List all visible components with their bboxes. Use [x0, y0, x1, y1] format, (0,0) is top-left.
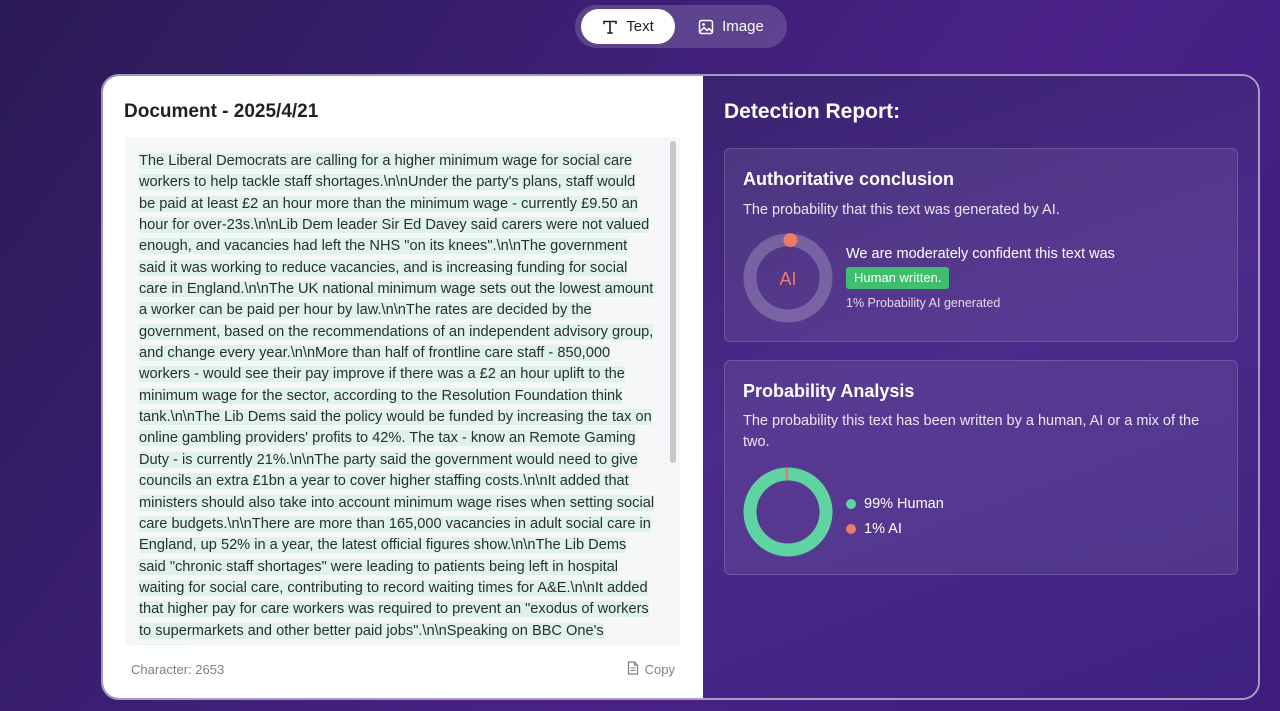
- document-text-area[interactable]: The Liberal Democrats are calling for a …: [125, 137, 680, 645]
- text-type-icon: [602, 19, 618, 35]
- document-title: Document - 2025/4/21: [124, 101, 319, 122]
- probability-legend: 99% Human 1% AI: [846, 491, 944, 541]
- legend-dot-ai: [846, 523, 856, 534]
- legend-label-ai: 1% AI: [864, 520, 902, 537]
- copy-icon: [627, 660, 639, 678]
- gauge-marker: [783, 233, 798, 248]
- conclusion-description: The probability that this text was gener…: [743, 202, 1060, 218]
- detection-card: Document - 2025/4/21 The Liberal Democra…: [101, 74, 1260, 700]
- legend-item-human: 99% Human: [846, 491, 944, 516]
- verdict-badge: Human written.: [846, 267, 950, 289]
- legend-dot-human: [846, 498, 856, 509]
- document-body: The Liberal Democrats are calling for a …: [139, 153, 655, 645]
- copy-label: Copy: [644, 661, 675, 677]
- conclusion-title: Authoritative conclusion: [743, 169, 955, 189]
- mode-toggle: Text Image: [575, 5, 787, 48]
- confidence-text: We are moderately confident this text wa…: [846, 246, 1115, 262]
- analysis-description: The probability this text has been writt…: [743, 413, 1200, 450]
- document-panel: Document - 2025/4/21 The Liberal Democra…: [103, 76, 703, 698]
- image-mode-label: Image: [722, 18, 764, 35]
- report-panel: Detection Report: Authoritative conclusi…: [703, 76, 1258, 698]
- character-count: Character: 2653: [131, 661, 225, 677]
- analysis-box: Probability Analysis The probability thi…: [724, 360, 1238, 575]
- gauge-label: AI: [779, 269, 796, 289]
- document-scrollbar[interactable]: [668, 139, 678, 643]
- ai-probability-text: 1% Probability AI generated: [846, 296, 1001, 310]
- document-text: The Liberal Democrats are calling for a …: [139, 151, 655, 645]
- conclusion-box: Authoritative conclusion The probability…: [724, 148, 1238, 342]
- legend-label-human: 99% Human: [864, 495, 944, 512]
- text-mode-button[interactable]: Text: [581, 9, 675, 44]
- analysis-title: Probability Analysis: [743, 381, 915, 401]
- image-icon: [698, 19, 714, 35]
- image-mode-button[interactable]: Image: [679, 9, 783, 44]
- text-mode-label: Text: [626, 18, 654, 35]
- copy-button[interactable]: Copy: [627, 660, 675, 678]
- probability-donut-chart: [743, 467, 833, 557]
- ai-probability-gauge: AI: [743, 233, 833, 323]
- document-footer: Character: 2653 Copy: [131, 660, 675, 678]
- report-title: Detection Report:: [724, 100, 901, 123]
- donut-segment-human: [743, 467, 833, 557]
- legend-item-ai: 1% AI: [846, 516, 944, 541]
- donut-segment-ai: [743, 467, 833, 557]
- scrollbar-thumb[interactable]: [670, 141, 676, 463]
